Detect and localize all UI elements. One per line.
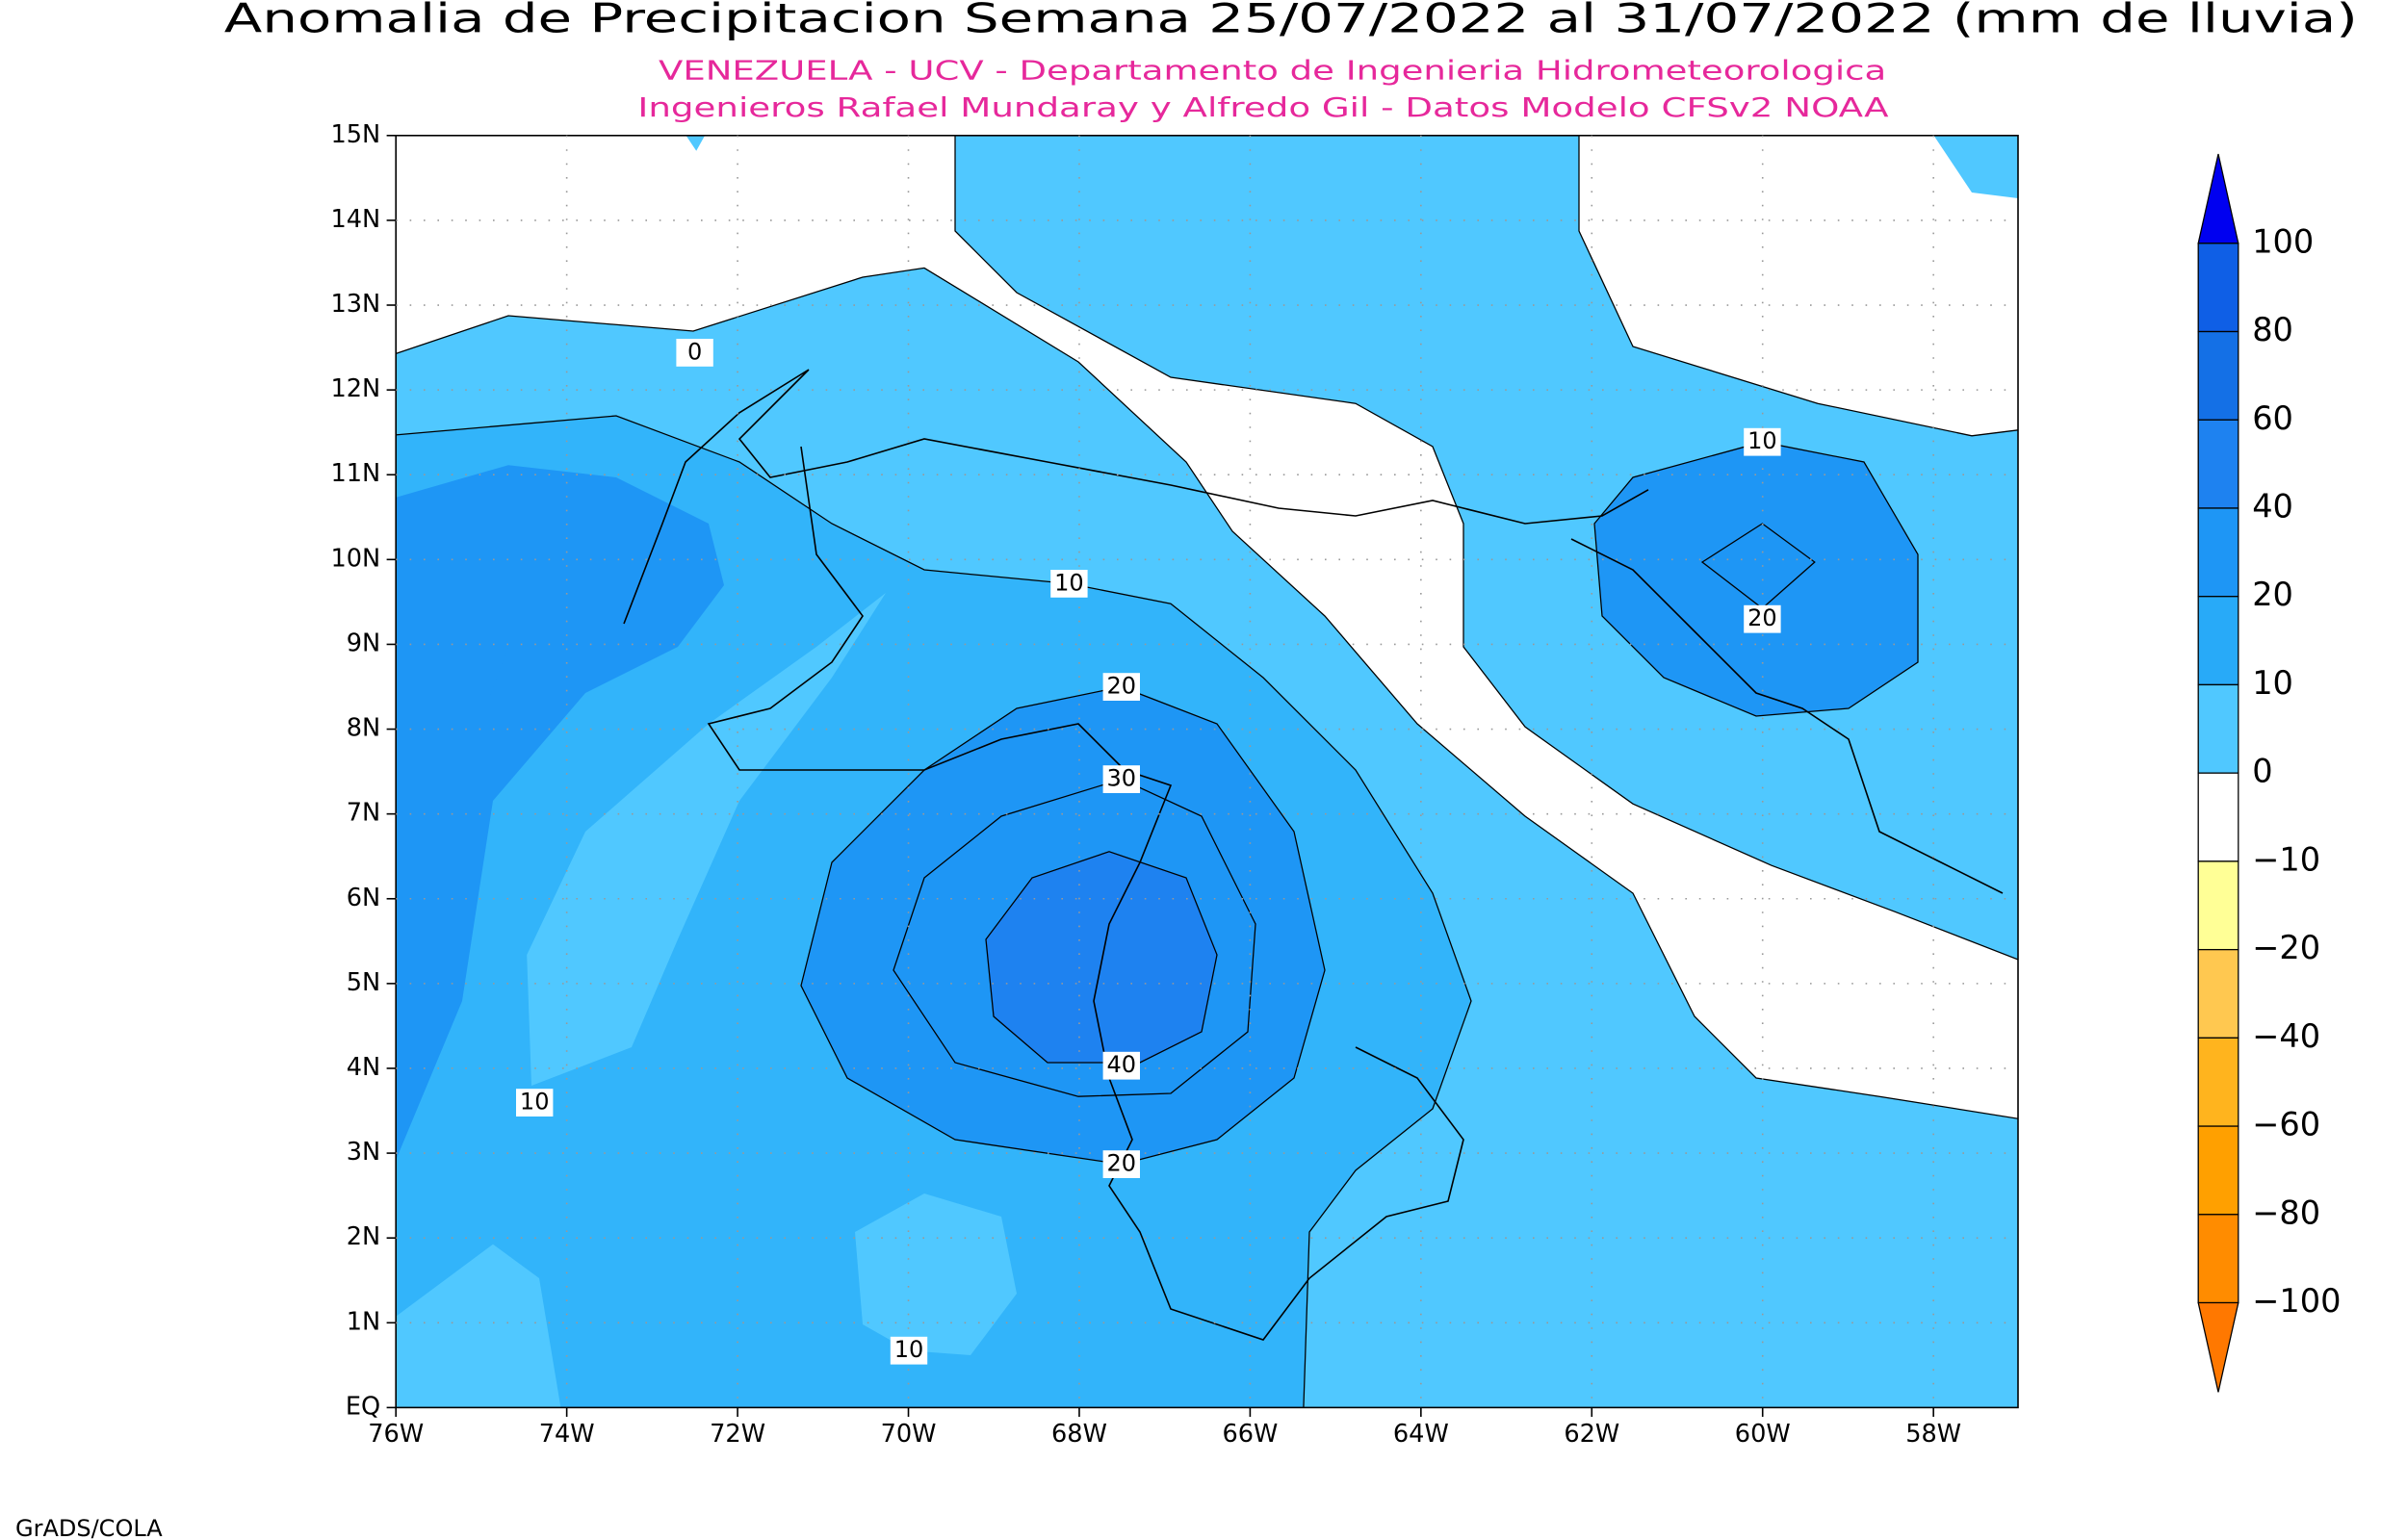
lon-label: 62W — [1564, 1420, 1619, 1449]
lat-label: 4N — [347, 1053, 380, 1082]
colorbar-arrow — [2197, 153, 2239, 244]
contour-label-box — [1102, 673, 1140, 701]
colorbar-label: −60 — [2252, 1106, 2320, 1143]
lat-label: 14N — [330, 205, 380, 234]
contour-line — [396, 267, 2018, 1119]
coastline — [623, 369, 2004, 1341]
lat-label: 15N — [330, 120, 380, 149]
region-40-60 — [986, 851, 1217, 1063]
colorbar-label: −80 — [2252, 1194, 2320, 1231]
contour-label-box — [890, 1336, 928, 1365]
colorbar-label: 100 — [2252, 222, 2314, 260]
colorbar-label: −40 — [2252, 1017, 2320, 1055]
contour-label: 10 — [1747, 427, 1777, 454]
lat-label: 8N — [347, 714, 380, 743]
colorbar-segment — [2197, 948, 2239, 1039]
lat-label: EQ — [346, 1392, 380, 1421]
subtitle: VENEZUELA - UCV - Departamento de Ingeni… — [659, 57, 1886, 87]
contour-label-box — [1744, 604, 1781, 633]
lon-label: 74W — [539, 1420, 595, 1449]
colorbar-segment — [2197, 596, 2239, 686]
colorbar-segment — [2197, 507, 2239, 598]
contour-label: 30 — [1107, 765, 1137, 792]
lat-label: 7N — [347, 799, 380, 828]
colorbar-label: 20 — [2252, 576, 2293, 613]
contour-label: 20 — [1107, 1150, 1137, 1177]
lat-label: 10N — [330, 544, 380, 573]
lon-label: 68W — [1051, 1420, 1107, 1449]
colorbar-label: −10 — [2252, 840, 2320, 878]
colorbar-segment — [2197, 772, 2239, 862]
lon-label: 66W — [1222, 1420, 1278, 1449]
contour-label: 10 — [520, 1089, 550, 1116]
lat-label: 9N — [347, 629, 380, 657]
colorbar-segment — [2197, 1037, 2239, 1127]
colorbar-label: 0 — [2252, 753, 2272, 790]
lat-label: 3N — [347, 1138, 380, 1167]
contour-label: 10 — [894, 1336, 924, 1363]
contour-label: 40 — [1107, 1051, 1137, 1078]
colorbar-label: −100 — [2252, 1282, 2341, 1320]
contour-label: 20 — [1747, 604, 1777, 631]
colorbar-segment — [2197, 1214, 2239, 1304]
lat-label: 5N — [347, 968, 380, 997]
colorbar-arrow — [2197, 1301, 2239, 1393]
region-0-10 — [955, 135, 2018, 960]
lat-label: 12N — [330, 374, 380, 403]
lon-label: 58W — [1905, 1420, 1961, 1449]
contour-label-box — [1102, 765, 1140, 793]
colorbar-segment — [2197, 683, 2239, 774]
contour-line — [985, 441, 1919, 1064]
region-0-10 — [396, 593, 1017, 1408]
subtitle: Ingenieros Rafael Mundaray y Alfredo Gil… — [637, 93, 1889, 123]
lat-label: 13N — [330, 290, 380, 319]
colorbar-label: 10 — [2252, 664, 2293, 702]
contour-label: 0 — [687, 338, 702, 365]
colorbar-segment — [2197, 1125, 2239, 1216]
colorbar-label: 40 — [2252, 487, 2293, 525]
contour-label-box — [1102, 1051, 1140, 1080]
colorbar-segment — [2197, 860, 2239, 951]
map-frame — [395, 135, 2019, 1409]
contour-label: 10 — [1054, 569, 1084, 596]
contour-label-box — [516, 1089, 554, 1116]
contour-label-box — [1050, 570, 1088, 598]
lat-label: 1N — [347, 1307, 380, 1336]
footer: GrADS/COLA — [15, 1515, 163, 1540]
lat-label: 2N — [347, 1222, 380, 1251]
colorbar-label: 80 — [2252, 311, 2293, 348]
contour-line — [954, 135, 2018, 961]
lon-label: 60W — [1735, 1420, 1791, 1449]
lon-label: 70W — [881, 1420, 937, 1449]
map-field — [396, 135, 2018, 1408]
title: Anomalia de Precipitacion Semana 25/07/2… — [224, 0, 2358, 41]
contour-label-box — [676, 339, 713, 367]
contour-label-box — [1102, 1150, 1140, 1178]
colorbar-segment — [2197, 243, 2239, 333]
lat-label: 11N — [330, 459, 380, 488]
lon-label: 72W — [710, 1420, 765, 1449]
lon-label: 64W — [1393, 1420, 1449, 1449]
colorbar-segment — [2197, 419, 2239, 509]
colorbar-label: −20 — [2252, 929, 2320, 966]
colorbar-segment — [2197, 330, 2239, 421]
lat-label: 6N — [347, 884, 380, 912]
contour-line — [800, 685, 1326, 1166]
contour-label-box — [1744, 427, 1781, 456]
lon-label: 76W — [368, 1420, 424, 1449]
colorbar-label: 60 — [2252, 399, 2293, 437]
contour-label: 20 — [1107, 673, 1137, 700]
contour-line — [396, 415, 1472, 1408]
